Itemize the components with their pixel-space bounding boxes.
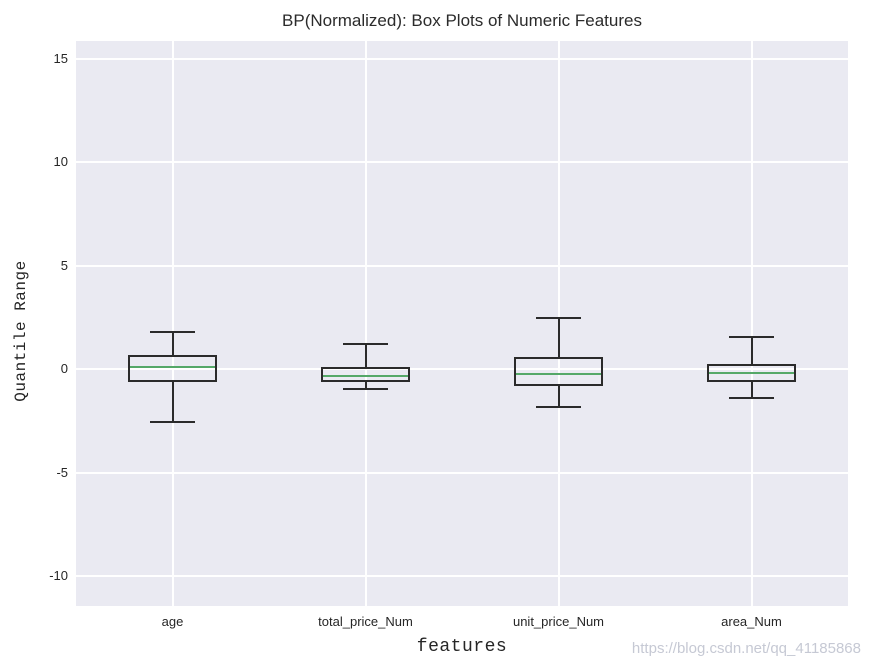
y-tick-label: -5	[56, 464, 68, 480]
box-total_price_Num	[321, 366, 410, 383]
watermark: https://blog.csdn.net/qq_41185868	[631, 640, 861, 657]
box-area_Num	[707, 364, 796, 383]
y-tick-label: 15	[53, 50, 68, 66]
whisker-upper	[557, 318, 560, 357]
median-area_Num	[709, 371, 794, 374]
whisker-lower	[750, 382, 753, 398]
whisker-lower	[171, 382, 174, 422]
whisker-cap-lower	[150, 420, 195, 423]
whisker-lower	[364, 382, 367, 389]
whisker-cap-upper	[729, 335, 774, 338]
whisker-cap-upper	[536, 317, 581, 320]
box-unit_price_Num	[514, 357, 603, 386]
median-total_price_Num	[323, 375, 408, 378]
whisker-cap-lower	[729, 397, 774, 399]
gridline-horizontal	[76, 368, 848, 371]
whisker-upper	[364, 344, 367, 367]
box-age	[128, 354, 217, 383]
x-tick-label: age	[161, 614, 184, 629]
whisker-upper	[750, 336, 753, 365]
y-tick-label: 0	[60, 361, 68, 377]
gridline-vertical	[364, 41, 367, 606]
gridline-horizontal	[76, 574, 848, 577]
gridline-horizontal	[76, 161, 848, 164]
x-tick-label: area_Num	[721, 614, 782, 629]
gridline-horizontal	[76, 264, 848, 267]
gridline-horizontal	[76, 471, 848, 474]
whisker-cap-lower	[536, 406, 581, 409]
y-tick-label: -10	[49, 567, 68, 583]
median-age	[130, 365, 215, 368]
whisker-upper	[171, 331, 174, 355]
gridline-vertical	[171, 41, 174, 606]
whisker-cap-upper	[343, 343, 388, 346]
x-tick-label: unit_price_Num	[512, 614, 605, 629]
whisker-cap-upper	[150, 330, 195, 333]
x-tick-label: total_price_Num	[318, 614, 413, 629]
gridline-horizontal	[76, 57, 848, 60]
y-tick-label: 5	[60, 257, 68, 273]
x-axis-label: features	[416, 637, 508, 657]
whisker-lower	[557, 385, 560, 408]
gridline-vertical	[750, 41, 753, 606]
chart-title: BP(Normalized): Box Plots of Numeric Fea…	[282, 11, 642, 30]
whisker-cap-lower	[343, 387, 388, 390]
plot-area	[76, 41, 848, 606]
y-tick-label: 10	[53, 154, 68, 170]
median-unit_price_Num	[516, 372, 601, 375]
